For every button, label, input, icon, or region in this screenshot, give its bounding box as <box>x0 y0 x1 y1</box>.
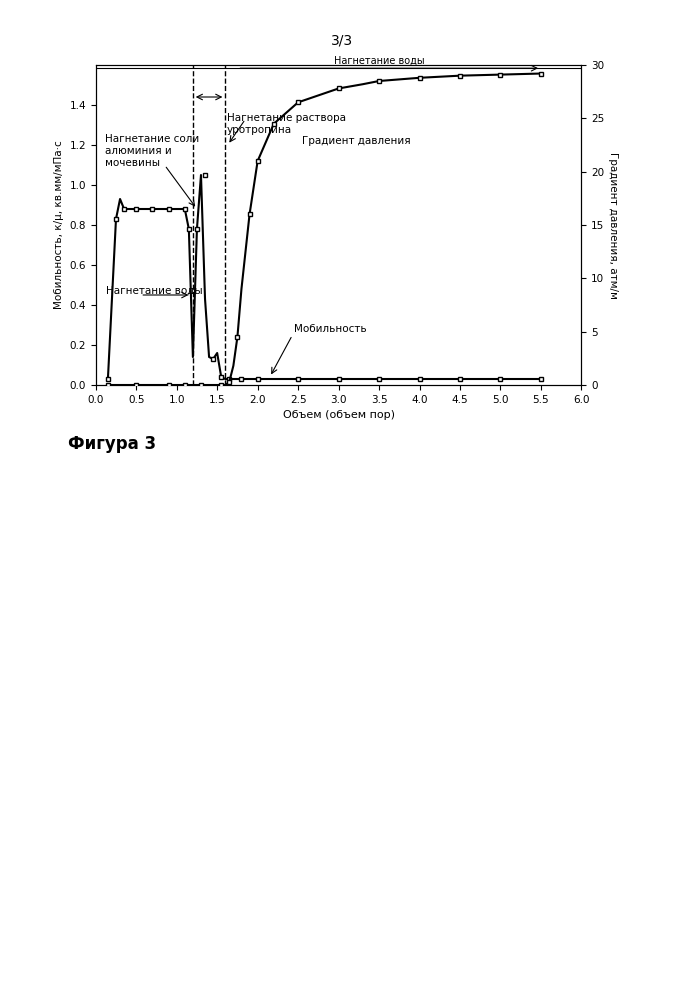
Y-axis label: Мобильность, к/μ, кв.мм/мПа·с: Мобильность, к/μ, кв.мм/мПа·с <box>54 141 64 309</box>
X-axis label: Объем (объем пор): Объем (объем пор) <box>282 410 395 420</box>
Text: Нагнетание воды: Нагнетание воды <box>334 56 424 66</box>
Y-axis label: Градиент давления, атм/м: Градиент давления, атм/м <box>608 152 618 298</box>
Text: Нагнетание воды: Нагнетание воды <box>106 286 203 296</box>
Text: Нагнетание раствора
уротропина: Нагнетание раствора уротропина <box>227 113 346 135</box>
Text: Нагнетание соли
алюминия и
мочевины: Нагнетание соли алюминия и мочевины <box>105 134 200 168</box>
Text: Градиент давления: Градиент давления <box>302 136 411 146</box>
Text: 3/3: 3/3 <box>331 34 353 48</box>
Text: Мобильность: Мобильность <box>294 324 367 334</box>
Text: Фигура 3: Фигура 3 <box>68 435 157 453</box>
